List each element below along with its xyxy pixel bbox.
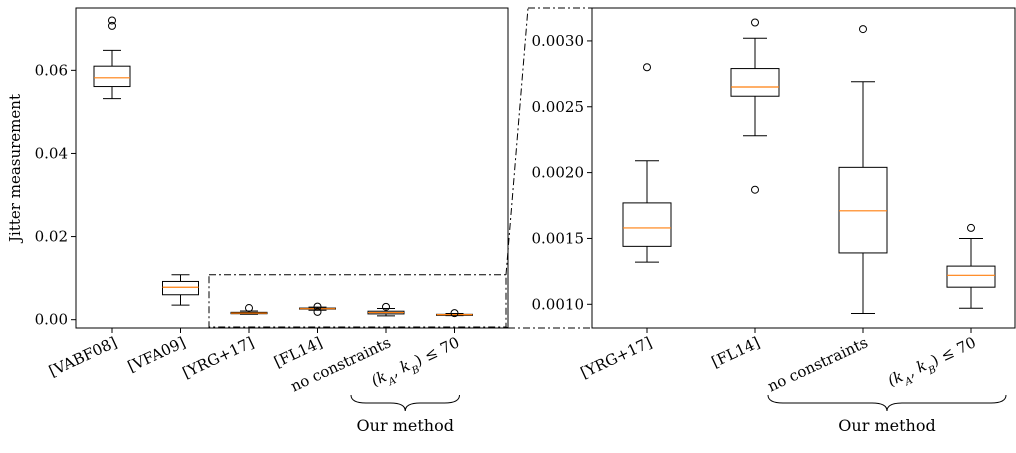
plot-area-frame (591, 7, 1016, 329)
zoom-connectors (505, 7, 592, 329)
flier-point (313, 302, 322, 311)
y-tick-label: 0.04 (35, 144, 68, 162)
y-tick-label: 0.0025 (532, 98, 585, 116)
flier-point (751, 185, 759, 194)
flier-point (108, 16, 116, 25)
flier-point (967, 223, 975, 232)
zoom-panel: 0.0010 0.0015 0.0020 0.0025 0.0030 [YRG+17] [F… (532, 7, 1016, 435)
iqr-box (622, 202, 672, 247)
iqr-box (730, 68, 780, 97)
y-tick-label: 0.0015 (532, 229, 585, 247)
group-label: Our method (357, 416, 454, 435)
flier-point (859, 25, 867, 34)
zoom-connector-bottom (505, 326, 509, 329)
box-no-constraints (838, 25, 888, 315)
iqr-box (838, 166, 888, 254)
flier-point (643, 63, 651, 72)
iqr-box (162, 280, 199, 296)
y-tick-label: 0.0030 (532, 32, 585, 50)
box-yrg-17 (622, 63, 672, 263)
group-label: Our method (838, 416, 935, 435)
flier-point (313, 307, 322, 316)
flier-point (245, 304, 253, 313)
box-k-a-k-b-70 (946, 223, 996, 309)
y-tick-label: 0.0020 (532, 164, 585, 182)
x-tick-label: [YRG+17] (578, 333, 655, 382)
box-fl14 (299, 302, 336, 316)
flier-point (450, 309, 459, 318)
flier-point (751, 18, 759, 27)
zoom-region-box (208, 274, 507, 328)
y-tick-label: 0.06 (35, 61, 68, 79)
overview-panel: 0.000.020.040.06[VABF08] [VFA09][YRG+17][… (6, 7, 509, 435)
x-tick-label: no constraints (765, 333, 871, 395)
box-yrg-17 (230, 304, 268, 315)
x-tick-label: [YRG+17] (180, 333, 257, 382)
y-tick-label: 0.00 (35, 311, 68, 329)
box-fl14 (730, 18, 780, 194)
flier-point (108, 21, 116, 30)
box-no-constraints (367, 302, 405, 317)
y-axis-label: Jitter measurement (6, 94, 24, 244)
group-brace (350, 394, 460, 412)
group-brace (767, 394, 1007, 412)
y-tick-label: 0.02 (35, 228, 68, 246)
x-tick-label: (kA, kB) ≤ 70 (885, 333, 981, 394)
zoom-connector-top (505, 7, 529, 275)
y-tick-label: 0.0010 (532, 295, 585, 313)
x-tick-label: [VFA09] (125, 333, 188, 375)
iqr-box (93, 65, 131, 88)
iqr-box (946, 265, 996, 288)
x-tick-label: [FL14] (709, 333, 763, 371)
plot-area-frame (75, 7, 509, 329)
flier-point (382, 302, 390, 311)
box-vfa09 (162, 274, 199, 306)
box-vabf08 (93, 16, 131, 100)
x-tick-label: [VABF08] (46, 333, 120, 380)
box-k-a-k-b-70 (436, 309, 473, 318)
